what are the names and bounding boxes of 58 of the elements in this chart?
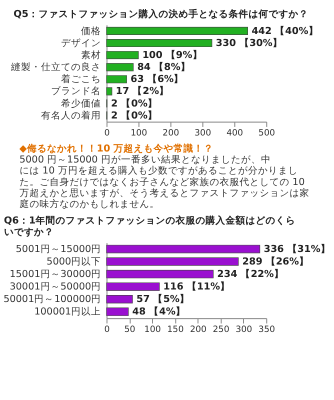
x-tick-label: 500: [258, 128, 276, 139]
chart-title: Q5：ファストファッション購入の決め手となる条件は何ですか？: [14, 8, 309, 20]
x-tick-label: 200: [190, 325, 207, 336]
data-label: 234 【22%】: [217, 268, 284, 280]
y-tick-label: 縫製・仕立ての良さ: [10, 61, 102, 74]
x-tick-label: 100: [144, 325, 161, 336]
bar: [106, 257, 239, 266]
y-tick-label: 15001円～30000円: [10, 269, 102, 280]
bar: [106, 26, 248, 35]
data-label: 330 【30%】: [216, 36, 283, 49]
y-tick-label: 有名人の着用: [41, 109, 102, 122]
bar: [106, 51, 139, 60]
data-label: 17 【2%】: [116, 85, 170, 98]
x-tick-label: 150: [167, 325, 184, 336]
bar: [106, 244, 260, 254]
y-tick-label: 素材: [81, 49, 102, 61]
y-tick-label: ブランド名: [51, 85, 102, 98]
data-label: 2 【0%】: [111, 97, 158, 110]
bar: [106, 87, 112, 96]
data-label: 442 【40%】: [252, 24, 318, 37]
data-label: 63 【6%】: [130, 73, 184, 86]
text: ◆侮るなかれ！！10 万超えも今や常識！？: [19, 142, 214, 154]
x-tick-label: 300: [194, 128, 212, 139]
bar: [106, 63, 134, 72]
x-tick-label: 50: [124, 325, 136, 336]
x-tick-label: 400: [226, 128, 244, 139]
y-tick-label: デザイン: [61, 38, 102, 49]
data-label: 57 【5%】: [136, 293, 190, 306]
y-tick-label: 希少価値: [61, 97, 102, 110]
bar: [106, 308, 129, 316]
bar: [106, 38, 212, 48]
y-tick-label: 5001円～15000円: [16, 244, 102, 255]
chart-title: Q6：1年間のファストファッションの衣服の購入金額はどのくらいですか？: [4, 214, 296, 238]
x-tick-label: 0: [104, 325, 110, 336]
bar: [106, 75, 127, 84]
y-tick-label: 着ごこち: [61, 73, 102, 86]
x-tick-label: 350: [258, 325, 276, 336]
x-tick-label: 250: [212, 325, 230, 336]
y-tick-label: 価格: [81, 24, 102, 37]
x-tick-label: 300: [236, 325, 252, 336]
y-tick-label: 100001円以上: [34, 306, 102, 318]
bar: [106, 270, 214, 278]
data-label: 289 【26%】: [242, 255, 309, 268]
data-label: 84 【8%】: [137, 61, 190, 74]
y-tick-label: 30001円～50000円: [10, 282, 102, 293]
data-label: 48 【4%】: [132, 306, 186, 318]
x-tick-label: 0: [104, 128, 110, 139]
y-tick-label: 50001円～100000円: [3, 294, 102, 306]
x-tick-label: 100: [130, 128, 148, 139]
data-label: 336 【31%】: [264, 242, 330, 255]
data-label: 116 【11%】: [163, 280, 230, 293]
y-tick-label: 5000円以下: [46, 255, 102, 268]
bar: [106, 282, 160, 291]
data-label: 100 【9%】: [142, 49, 202, 61]
data-label: 2 【0%】: [111, 109, 158, 122]
x-tick-label: 200: [162, 128, 180, 139]
text: 5000 円～15000 円が一番多い結果となりましたが、中には 10 万円を超える購入も少数ですがあることが分かりました。ご自身だけではなくお子さんなど家族の衣服代としての 10 万超えかと思いますが、そう考えるとファストファッションは家庭の味方なのかもしれません。: [19, 154, 310, 210]
bar: [106, 295, 133, 304]
